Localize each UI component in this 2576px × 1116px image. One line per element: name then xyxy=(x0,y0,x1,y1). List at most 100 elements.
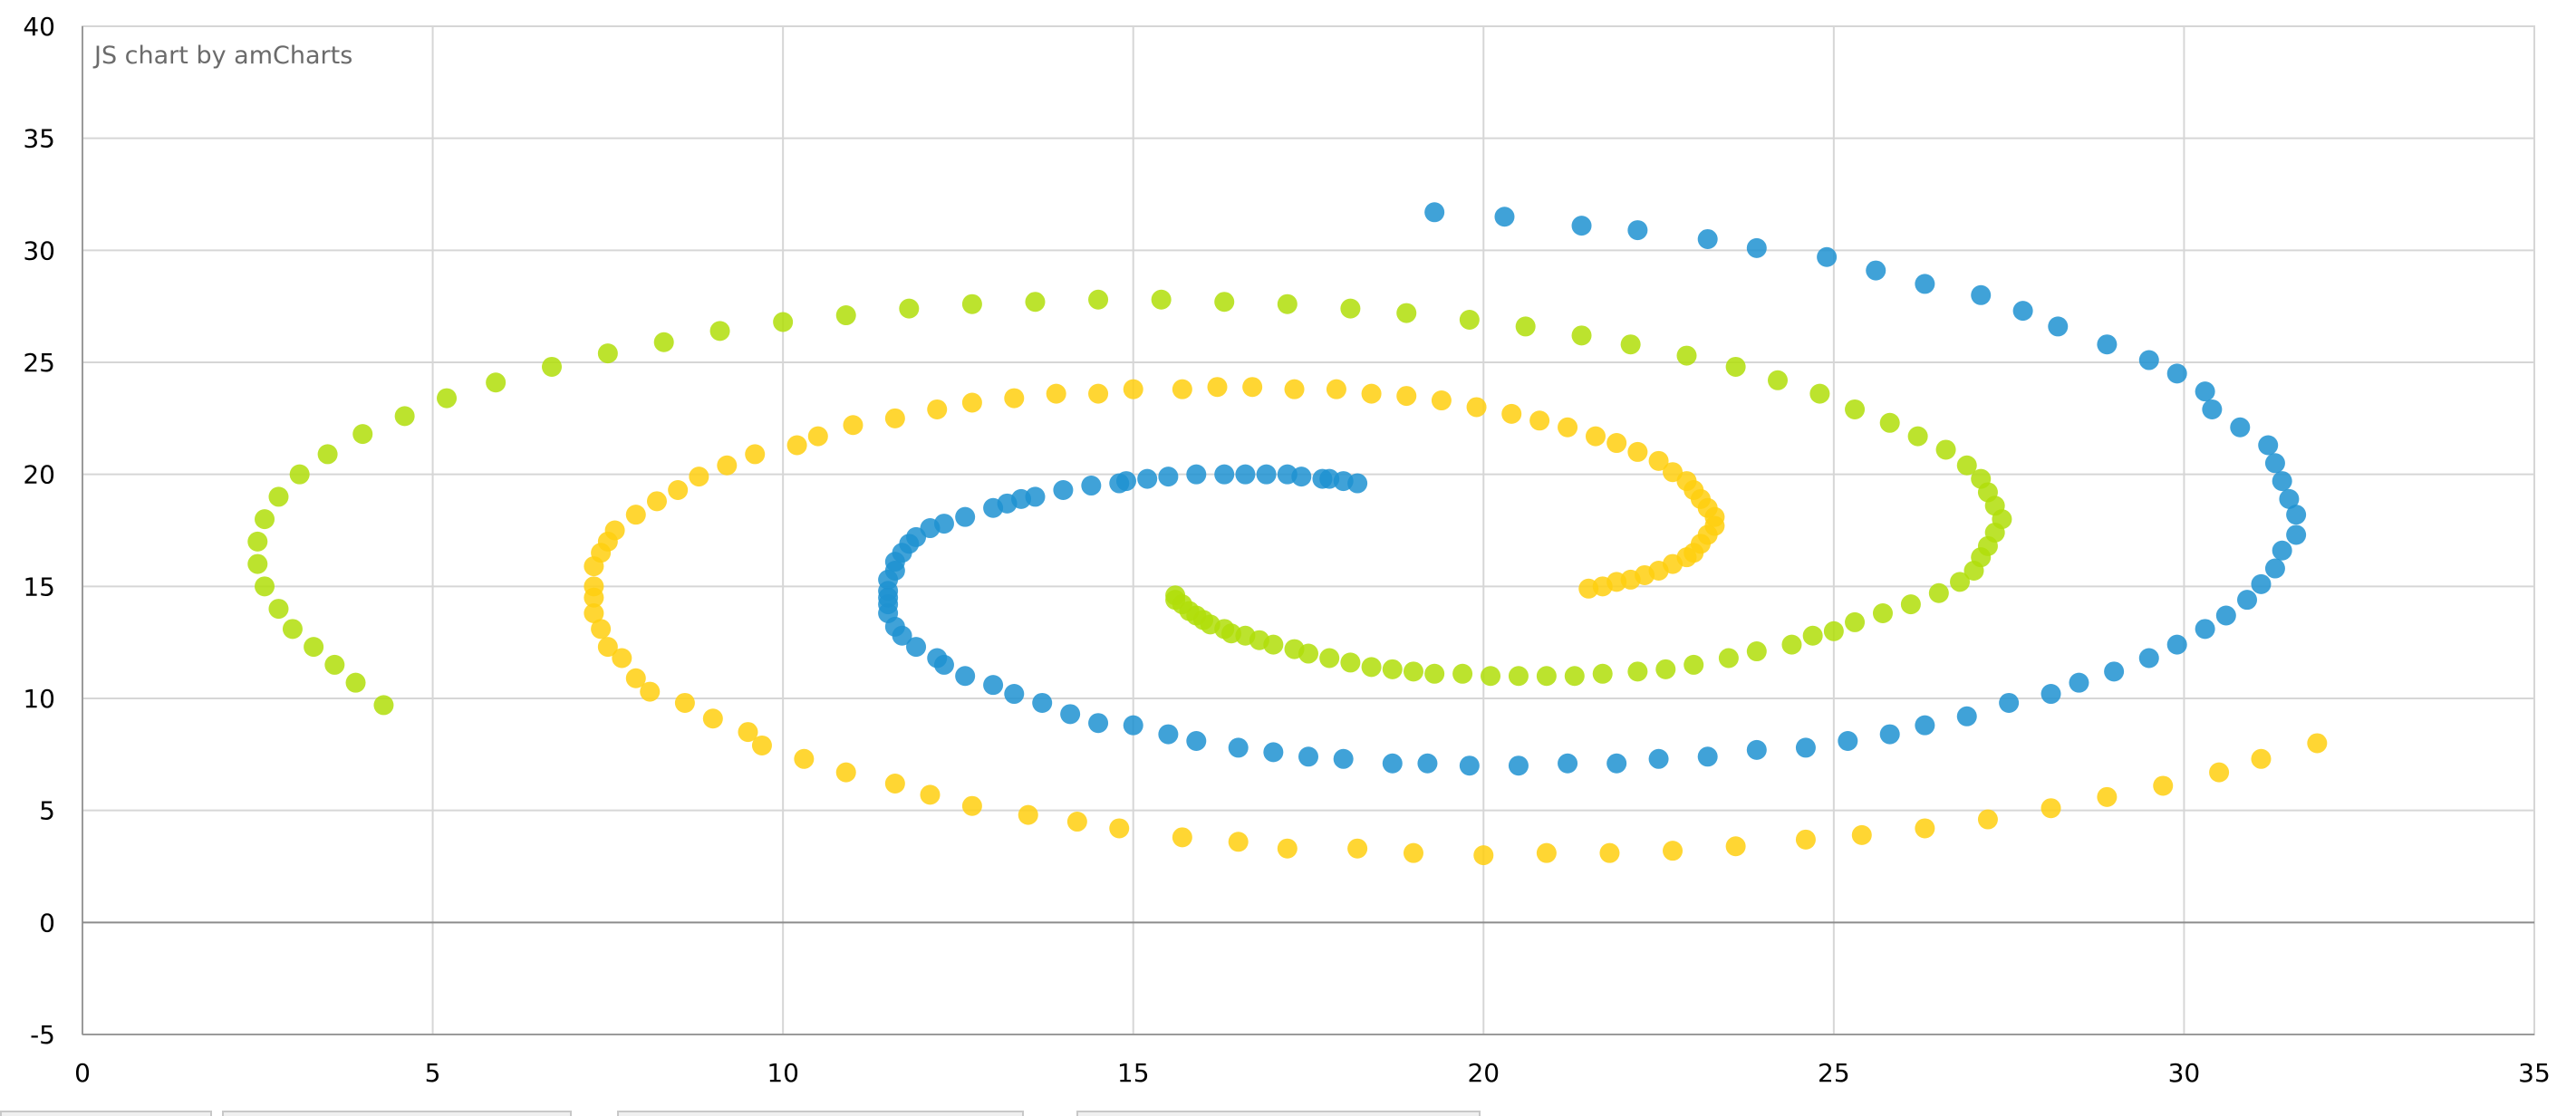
data-point[interactable] xyxy=(2041,798,2061,819)
data-point[interactable] xyxy=(1207,377,1228,398)
data-point[interactable] xyxy=(2166,363,2187,384)
scrollbar-segment[interactable] xyxy=(0,1111,212,1116)
data-point[interactable] xyxy=(1879,412,1900,433)
data-point[interactable] xyxy=(1158,467,1179,487)
data-point[interactable] xyxy=(1032,692,1053,713)
data-point[interactable] xyxy=(1298,746,1318,767)
data-point[interactable] xyxy=(1879,724,1900,745)
data-point[interactable] xyxy=(255,509,275,530)
data-point[interactable] xyxy=(289,464,310,485)
data-point[interactable] xyxy=(2195,619,2215,640)
data-point[interactable] xyxy=(1424,202,1445,223)
data-point[interactable] xyxy=(1501,403,1522,424)
data-point[interactable] xyxy=(1823,621,1844,641)
data-point[interactable] xyxy=(717,455,738,476)
data-point[interactable] xyxy=(1956,706,1977,726)
data-point[interactable] xyxy=(807,426,828,447)
data-point[interactable] xyxy=(2286,524,2307,545)
data-point[interactable] xyxy=(1151,289,1172,310)
data-point[interactable] xyxy=(1277,293,1298,314)
data-point[interactable] xyxy=(1256,464,1277,485)
data-point[interactable] xyxy=(1648,450,1669,471)
data-point[interactable] xyxy=(1081,476,1102,496)
data-point[interactable] xyxy=(1956,455,1977,476)
data-point[interactable] xyxy=(1529,410,1550,431)
data-point[interactable] xyxy=(702,708,723,729)
data-point[interactable] xyxy=(1950,572,1971,592)
data-point[interactable] xyxy=(920,784,941,805)
data-point[interactable] xyxy=(2069,672,2089,693)
data-point[interactable] xyxy=(1403,661,1423,682)
data-point[interactable] xyxy=(1866,260,1886,281)
data-point[interactable] xyxy=(1768,370,1789,390)
data-point[interactable] xyxy=(2215,605,2236,626)
data-point[interactable] xyxy=(1137,468,1158,489)
data-point[interactable] xyxy=(2307,733,2328,754)
data-point[interactable] xyxy=(1382,659,1403,679)
data-point[interactable] xyxy=(1795,737,1816,758)
data-point[interactable] xyxy=(745,444,766,465)
data-point[interactable] xyxy=(1928,582,1949,603)
data-point[interactable] xyxy=(1361,657,1382,678)
data-point[interactable] xyxy=(1431,390,1452,411)
data-point[interactable] xyxy=(2230,417,2251,438)
series-1[interactable] xyxy=(878,202,2307,776)
data-point[interactable] xyxy=(2209,762,2230,783)
data-point[interactable] xyxy=(1473,845,1494,866)
data-point[interactable] xyxy=(1277,838,1298,859)
data-point[interactable] xyxy=(668,479,689,500)
data-point[interactable] xyxy=(1263,742,1284,763)
data-point[interactable] xyxy=(1018,804,1038,825)
data-point[interactable] xyxy=(1606,753,1627,774)
data-point[interactable] xyxy=(1872,603,1893,624)
data-point[interactable] xyxy=(1333,748,1354,769)
data-point[interactable] xyxy=(1494,207,1515,227)
data-point[interactable] xyxy=(2138,350,2159,370)
data-point[interactable] xyxy=(1319,648,1340,669)
data-point[interactable] xyxy=(1585,426,1606,447)
data-point[interactable] xyxy=(1123,715,1143,736)
data-point[interactable] xyxy=(1508,755,1529,776)
data-point[interactable] xyxy=(584,556,604,577)
data-point[interactable] xyxy=(689,467,709,487)
data-point[interactable] xyxy=(2041,684,2061,705)
data-point[interactable] xyxy=(786,435,807,456)
data-point[interactable] xyxy=(1564,666,1585,687)
data-point[interactable] xyxy=(646,491,667,512)
data-point[interactable] xyxy=(1971,284,1992,305)
data-point[interactable] xyxy=(437,388,458,409)
scrollbar-segment[interactable] xyxy=(222,1111,572,1116)
data-point[interactable] xyxy=(927,399,948,419)
data-point[interactable] xyxy=(1802,625,1823,646)
amcharts-credit-link[interactable]: JS chart by amCharts xyxy=(92,42,352,70)
data-point[interactable] xyxy=(394,406,415,427)
data-point[interactable] xyxy=(1088,713,1109,734)
data-point[interactable] xyxy=(1417,753,1438,774)
data-point[interactable] xyxy=(1838,730,1858,751)
data-point[interactable] xyxy=(1935,439,1956,460)
data-point[interactable] xyxy=(843,415,863,436)
data-point[interactable] xyxy=(1347,838,1368,859)
data-point[interactable] xyxy=(597,637,618,658)
data-point[interactable] xyxy=(1725,836,1746,857)
data-point[interactable] xyxy=(1851,824,1872,845)
data-point[interactable] xyxy=(1228,832,1249,852)
data-point[interactable] xyxy=(247,553,268,574)
data-point[interactable] xyxy=(1606,433,1627,454)
data-point[interactable] xyxy=(961,392,982,413)
data-point[interactable] xyxy=(1795,829,1816,850)
data-point[interactable] xyxy=(1172,827,1192,848)
data-point[interactable] xyxy=(2251,748,2272,769)
data-point[interactable] xyxy=(1627,661,1648,682)
data-point[interactable] xyxy=(835,762,856,783)
data-point[interactable] xyxy=(906,637,927,658)
data-point[interactable] xyxy=(794,748,815,769)
data-point[interactable] xyxy=(1515,316,1536,337)
data-point[interactable] xyxy=(1725,356,1746,377)
data-point[interactable] xyxy=(1620,334,1641,355)
data-point[interactable] xyxy=(1571,325,1592,346)
data-point[interactable] xyxy=(2202,399,2223,419)
data-point[interactable] xyxy=(373,695,394,716)
data-point[interactable] xyxy=(1123,379,1143,399)
data-point[interactable] xyxy=(1452,663,1473,684)
